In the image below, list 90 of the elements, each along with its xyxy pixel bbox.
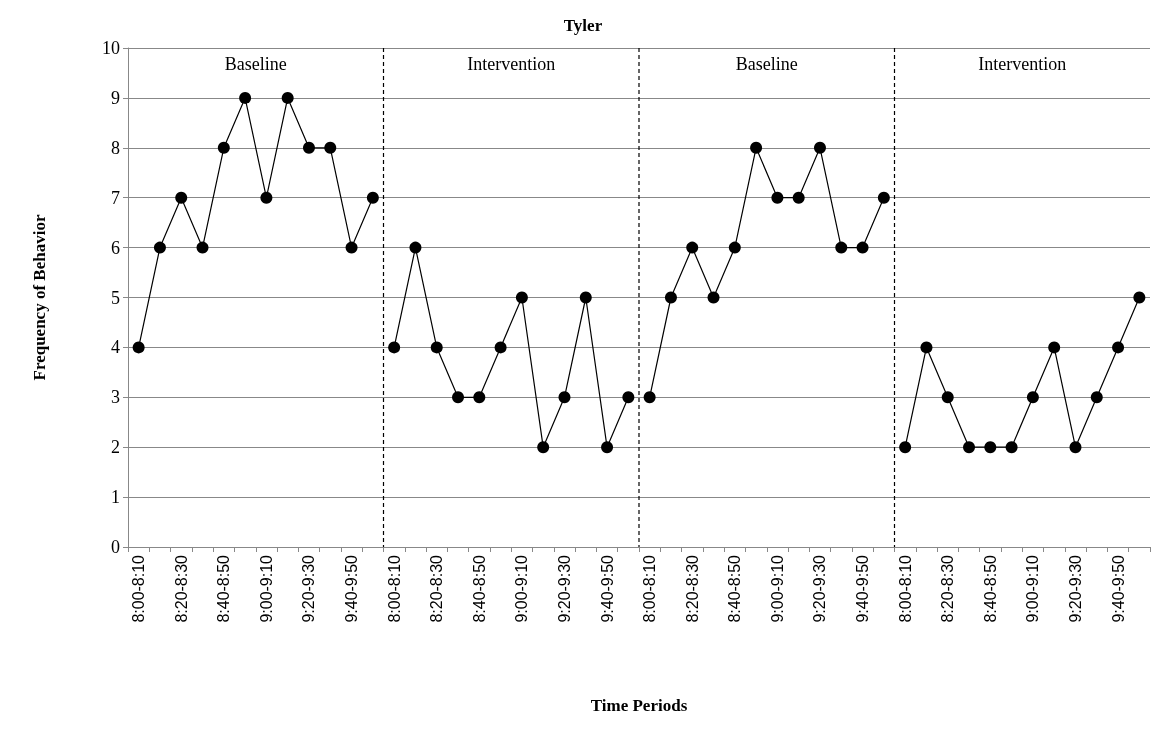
x-axis-title: Time Periods	[590, 696, 688, 715]
point	[622, 391, 635, 404]
point	[835, 241, 848, 254]
y-tick-label: 4	[111, 337, 120, 358]
x-tick-label: 9:20-9:30	[811, 554, 829, 623]
x-tick-label: 9:20-9:30	[300, 554, 318, 623]
x-tick-label: 9:40-9:50	[1109, 554, 1127, 623]
y-tick-label: 0	[111, 537, 120, 557]
point	[260, 191, 273, 204]
point	[750, 141, 763, 154]
point	[1069, 441, 1082, 454]
x-tick-label: 9:40-9:50	[343, 554, 361, 623]
x-tick-label: 9:20-9:30	[555, 554, 573, 623]
point	[1090, 391, 1103, 404]
point	[813, 141, 826, 154]
point	[1048, 341, 1061, 354]
annotation: Baseline	[735, 54, 798, 74]
point	[409, 241, 422, 254]
y-tick-label: 7	[111, 187, 120, 208]
y-tick-label: 8	[111, 137, 120, 158]
y-tick-label: 6	[111, 237, 120, 258]
point	[388, 341, 401, 354]
point	[664, 291, 677, 304]
x-tick-label: 8:40-8:50	[981, 554, 999, 623]
y-tick-label: 5	[111, 287, 120, 308]
point	[281, 91, 294, 104]
point	[601, 441, 614, 454]
point	[643, 391, 656, 404]
x-tick-label: 9:40-9:50	[598, 554, 616, 623]
x-tick-label: 9:00-9:10	[257, 554, 275, 623]
point	[302, 141, 315, 154]
annotation: Intervention	[467, 54, 556, 74]
x-tick-label: 9:00-9:10	[1024, 554, 1042, 623]
point	[132, 341, 145, 354]
point	[963, 441, 976, 454]
y-tick-label: 3	[111, 387, 120, 408]
point	[153, 241, 166, 254]
point	[366, 191, 379, 204]
chart-title: Tyler	[563, 16, 603, 35]
point	[324, 141, 337, 154]
point	[515, 291, 528, 304]
x-tick-label: 8:40-8:50	[215, 554, 233, 623]
x-tick-label: 8:00-8:10	[641, 554, 659, 623]
x-tick-label: 8:20-8:30	[683, 554, 701, 623]
point	[196, 241, 209, 254]
point	[537, 441, 550, 454]
point	[494, 341, 507, 354]
point	[558, 391, 571, 404]
y-tick-label: 1	[111, 487, 120, 508]
point	[345, 241, 358, 254]
point	[707, 291, 720, 304]
point	[1005, 441, 1018, 454]
point	[728, 241, 741, 254]
x-tick-label: 8:00-8:10	[130, 554, 148, 623]
y-tick-label: 9	[111, 87, 120, 108]
point	[1133, 291, 1146, 304]
point	[579, 291, 592, 304]
x-tick-label: 8:20-8:30	[172, 554, 190, 623]
x-tick-label: 8:20-8:30	[939, 554, 957, 623]
annotation: Baseline	[224, 54, 287, 74]
point	[473, 391, 486, 404]
point	[899, 441, 912, 454]
y-tick-label: 10	[102, 38, 120, 58]
point	[217, 141, 230, 154]
y-tick-label: 2	[111, 437, 120, 458]
y-axis-title: Frequency of Behavior	[30, 214, 49, 381]
x-tick-label: 9:40-9:50	[854, 554, 872, 623]
x-tick-label: 8:00-8:10	[896, 554, 914, 623]
x-tick-label: 8:00-8:10	[385, 554, 403, 623]
annotation: Intervention	[978, 54, 1067, 74]
point	[856, 241, 869, 254]
point	[792, 191, 805, 204]
point	[1026, 391, 1039, 404]
point	[175, 191, 188, 204]
point	[1112, 341, 1125, 354]
point	[920, 341, 933, 354]
point	[941, 391, 954, 404]
x-tick-label: 9:00-9:10	[768, 554, 786, 623]
x-tick-label: 8:40-8:50	[726, 554, 744, 623]
point	[984, 441, 997, 454]
point	[430, 341, 443, 354]
point	[239, 91, 252, 104]
x-tick-label: 9:00-9:10	[513, 554, 531, 623]
x-tick-label: 9:20-9:30	[1066, 554, 1084, 623]
point	[771, 191, 784, 204]
x-tick-label: 8:20-8:30	[428, 554, 446, 623]
point	[452, 391, 465, 404]
point	[686, 241, 699, 254]
x-tick-label: 8:40-8:50	[470, 554, 488, 623]
point	[877, 191, 890, 204]
